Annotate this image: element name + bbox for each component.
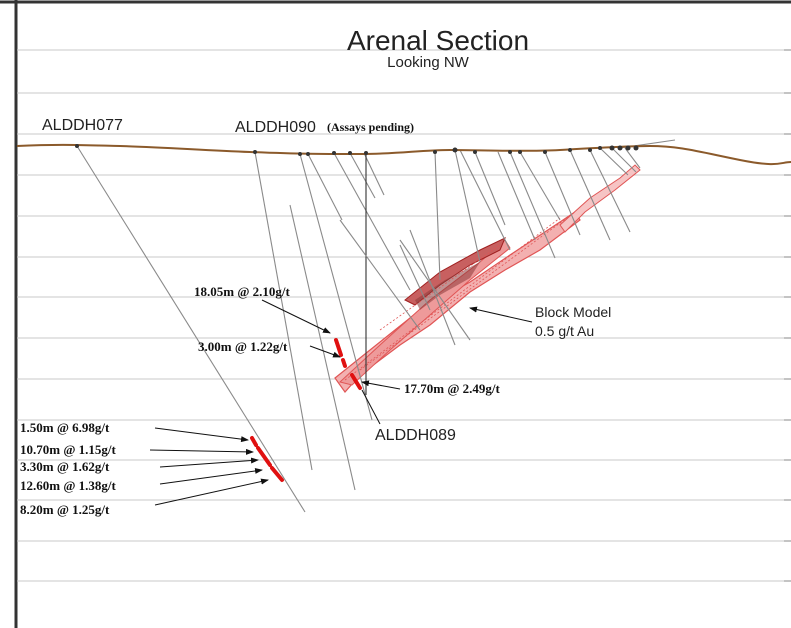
trace-v (624, 147, 641, 169)
intercept-mark-089-1 (334, 338, 343, 357)
label-alddh089: ALDDH089 (375, 427, 456, 444)
intercept-label-089-3: 17.70m @ 2.49g/t (404, 381, 501, 396)
trace-d (333, 152, 411, 291)
trace-r (589, 149, 631, 233)
intercept-label-077-3: 3.30m @ 1.62g/t (20, 459, 110, 474)
trace-i (434, 151, 441, 281)
trace-p (544, 151, 581, 236)
trace-g (339, 219, 421, 331)
intercept-mark-077-1 (250, 436, 258, 447)
label-alddh090: ALDDH090 (235, 119, 316, 136)
intercept-label-089-2: 3.00m @ 1.22g/t (198, 339, 288, 354)
label-alddh077: ALDDH077 (42, 117, 123, 134)
intercept-mark-077-3 (270, 466, 284, 482)
intercept-label-089-1: 18.05m @ 2.10g/t (194, 284, 291, 299)
label-assays-pending: (Assays pending) (327, 120, 414, 134)
topography-line (16, 143, 791, 166)
grid-ticks (784, 49, 791, 582)
trace-alddh089 (299, 153, 373, 421)
trace-q (569, 149, 611, 241)
trace-k (459, 149, 511, 251)
intercept-label-077-5: 8.20m @ 1.25g/t (20, 502, 110, 517)
trace-b (289, 204, 356, 491)
block-model (334, 164, 641, 393)
trace-m (497, 151, 536, 241)
trace-h (399, 239, 471, 341)
leader-arrows (149, 299, 533, 506)
trace-f (363, 152, 385, 196)
intercept-marks (250, 338, 362, 482)
intercept-label-077-2: 10.70m @ 1.15g/t (20, 442, 117, 457)
trace-c (307, 153, 343, 221)
trace-s (599, 147, 629, 176)
drill-traces (76, 139, 676, 513)
trace-a (254, 151, 313, 471)
grid-lines (17, 49, 791, 582)
leader-alddh089 (361, 389, 381, 425)
trace-w (399, 244, 431, 311)
intercept-mark-077-2 (256, 446, 272, 467)
block-model-grade: 0.5 g/t Au (535, 323, 594, 339)
trace-o (519, 151, 561, 221)
trace-j (454, 149, 481, 263)
collar-points (75, 144, 639, 156)
block-model-label: Block Model (535, 304, 611, 320)
intercept-label-077-1: 1.50m @ 6.98g/t (20, 420, 110, 435)
intercept-mark-089-2 (341, 358, 347, 368)
section-subtitle: Looking NW (387, 54, 470, 71)
trace-x (409, 229, 456, 346)
trace-e (349, 152, 376, 199)
section-title: Arenal Section (347, 25, 529, 56)
trace-alddh077 (76, 145, 306, 513)
intercept-mark-089-3 (350, 373, 362, 390)
trace-l (474, 151, 506, 226)
intercept-label-077-4: 12.60m @ 1.38g/t (20, 478, 117, 493)
trace-n (509, 151, 556, 259)
trace-t (611, 147, 637, 173)
